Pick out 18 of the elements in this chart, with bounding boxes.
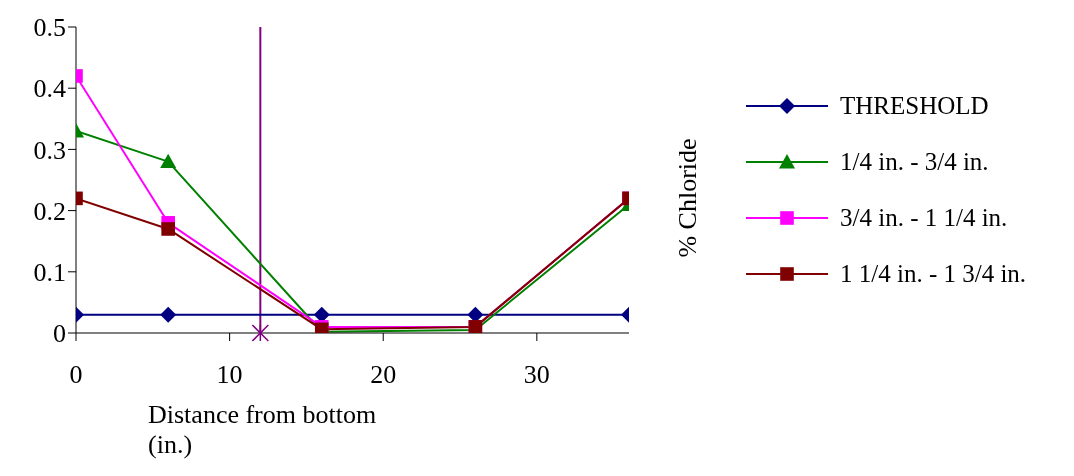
y-tick-label: 0.2 [33,196,66,226]
x-tick-label: 20 [370,360,397,390]
x-tick-label: 30 [523,360,550,390]
y-tick-label: 0.4 [33,74,66,104]
x-tick-label: 10 [216,360,243,390]
legend-label: 3/4 in. - 1 1/4 in. [840,204,1008,232]
x-axis-title: Distance from bottom (in.) [148,400,378,460]
legend-label: THRESHOLD [840,92,989,120]
y-tick-label: 0.3 [33,135,66,165]
point [160,306,177,323]
legend-label: 1 1/4 in. - 1 3/4 in. [840,260,1027,288]
y-tick-label: 0 [53,319,66,349]
legend-label: 1/4 in. - 3/4 in. [840,148,989,176]
y-tick-label: 0.5 [33,13,66,43]
y-axis-title: % Chloride [673,138,703,258]
y-tick-label: 0.1 [33,258,66,288]
point [161,222,175,236]
point [313,306,330,323]
